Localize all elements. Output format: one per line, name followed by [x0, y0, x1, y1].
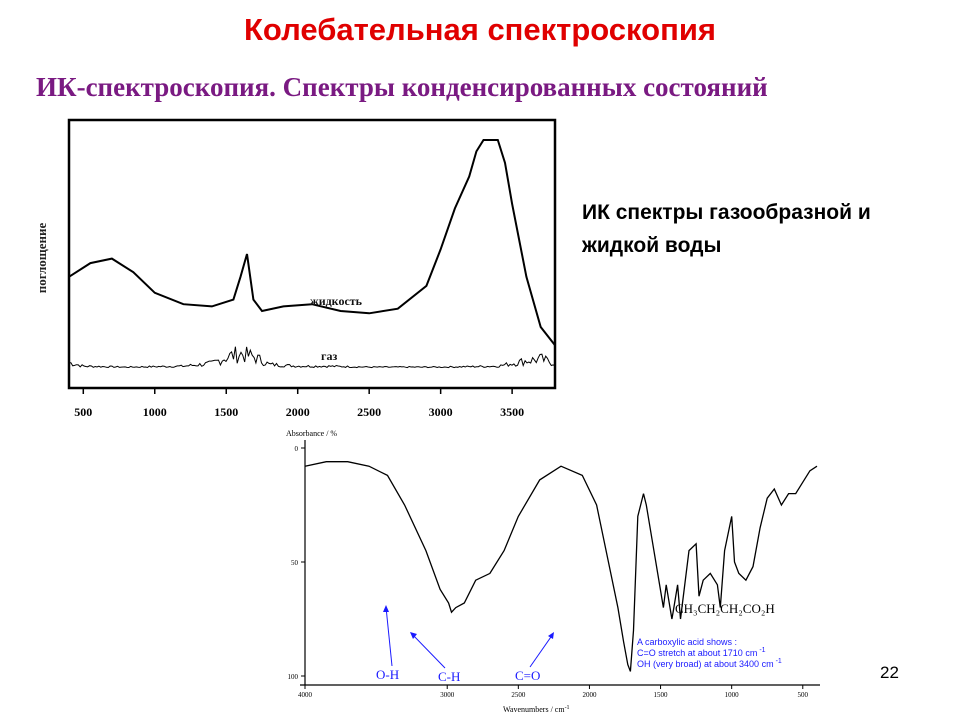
label-oh: O-H [376, 667, 399, 682]
water-chart-ticks: 500 1000 1500 2000 2500 3000 3500 [74, 388, 524, 419]
water-chart-ylabel: поглощение [34, 223, 49, 294]
water-x-tick-label: 2500 [357, 405, 381, 419]
acid-note: A carboxylic acid shows : C=O stretch at… [637, 637, 782, 669]
liquid-label: жидкость [310, 294, 363, 308]
acid-x-tick-label: 3000 [440, 691, 455, 699]
acid-xlabel: Wavenumbers / cm-1 [503, 705, 570, 714]
water-chart-frame [67, 118, 557, 390]
water-x-tick-label: 1000 [143, 405, 167, 419]
acid-x-tick-label: 1000 [725, 691, 740, 699]
acid-spectrum-line [304, 461, 818, 672]
acid-x-tick-label: 2000 [582, 691, 597, 699]
acid-x-tick-label: 1500 [654, 691, 669, 699]
gas-spectrum-line [69, 346, 556, 369]
acid-y-tick-label: 50 [291, 559, 299, 567]
acid-note-line-1: A carboxylic acid shows : [637, 637, 737, 647]
acid-chart: Absorbance / % 0 50 100 4000 3000 2500 2000 150… [286, 429, 820, 714]
slide-subtitle: ИК-спектроскопия. Спектры конденсированн… [36, 72, 768, 102]
arrow-ch [410, 632, 446, 669]
acid-y-tick-label: 100 [288, 673, 299, 681]
water-x-tick-label: 1500 [214, 405, 238, 419]
gas-label: газ [321, 349, 337, 363]
caption: ИК спектры газообразной и жидкой воды [582, 196, 871, 262]
label-co: C=O [515, 668, 540, 683]
caption-line-2: жидкой воды [582, 234, 722, 257]
caption-line-1: ИК спектры газообразной и [582, 201, 871, 224]
arrowhead-ch [410, 632, 417, 639]
acid-x-tick-label: 2500 [511, 691, 526, 699]
arrow-oh [385, 606, 393, 667]
acid-x-tick-label: 500 [798, 691, 809, 699]
slide-title: Колебательная спектроскопия [244, 12, 716, 47]
water-chart: поглощение 500 1000 1500 2000 2500 3000 3500 ж… [34, 118, 557, 419]
water-x-tick-label: 2000 [286, 405, 310, 419]
water-x-tick-label: 3000 [429, 405, 453, 419]
acid-note-line-2: C=O stretch at about 1710 cm -1 [637, 647, 766, 658]
water-x-tick-label: 3500 [500, 405, 524, 419]
liquid-spectrum-line [68, 139, 556, 346]
acid-note-line-3: OH (very broad) at about 3400 cm -1 [637, 658, 782, 669]
arrowhead-co [548, 632, 554, 639]
acid-formula: CH₃CH₂CH₂CO₂H [675, 601, 775, 616]
acid-x-tick-label: 4000 [298, 691, 313, 699]
label-ch: C-H [438, 669, 460, 684]
peak-annotations: O-H C-H C=O [376, 605, 554, 684]
arrow-co [529, 633, 554, 668]
acid-y-tick-label: 0 [295, 445, 299, 453]
acid-chart-ticks: 0 50 100 4000 3000 2500 2000 1500 1000 500 [288, 445, 809, 699]
arrowhead-oh [383, 605, 389, 612]
water-x-tick-label: 500 [74, 405, 92, 419]
acid-ylabel: Absorbance / % [286, 429, 337, 438]
page-number: 22 [880, 663, 899, 682]
